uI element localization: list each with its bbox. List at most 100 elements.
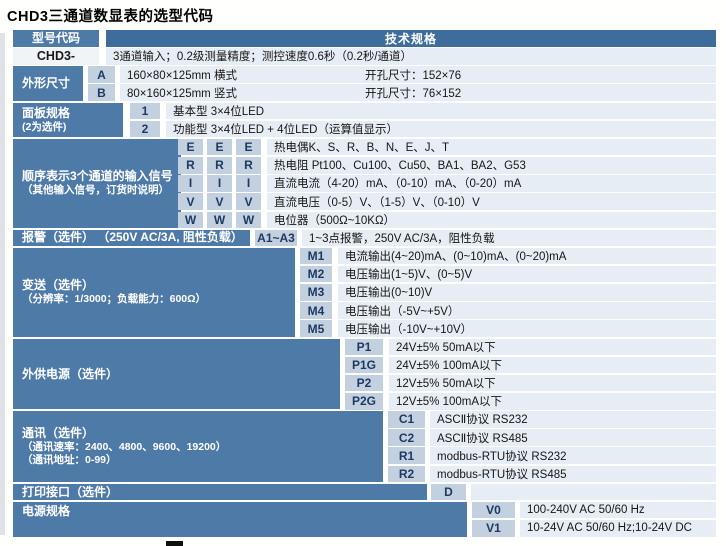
code-cell: W xyxy=(207,211,232,228)
label-power-spec: 电源规格 xyxy=(13,501,467,537)
label-input-signals-line: （其他输入信号，订货时说明） xyxy=(22,184,169,197)
label-input-signals-line: 顺序表示3个通道的输入信号 xyxy=(22,169,173,184)
code-cell: M5 xyxy=(300,320,332,337)
desc-cell: 12V±5% 100mA以下 xyxy=(389,393,716,410)
label-ext-power-line: 外供电源（选件） xyxy=(22,366,119,381)
code-cell: W xyxy=(236,211,261,228)
desc-cell: 电位器（500Ω~10KΩ） xyxy=(267,211,716,228)
label-panel-spec-line: (2为选件) xyxy=(22,120,67,133)
desc-text: modbus-RTU协议 RS485 xyxy=(437,468,567,481)
code-cell: B xyxy=(88,84,115,101)
code-cell: D xyxy=(431,483,466,501)
desc-cell: 电压输出(1~5)V、(0~5)V xyxy=(338,265,716,283)
code-cell: R2 xyxy=(388,465,425,483)
cropped-artifact-mark xyxy=(166,541,183,546)
desc-text: 热电偶K、S、R、B、N、E、J、T xyxy=(274,142,450,155)
desc-cell xyxy=(471,483,716,501)
code-cell: M1 xyxy=(300,247,332,265)
desc-text: ASCⅡ协议 RS232 xyxy=(437,414,528,427)
desc-cell: 160×80×125mm 横式 开孔尺寸：152×76 xyxy=(120,66,716,83)
desc-cell: modbus-RTU协议 RS232 xyxy=(430,447,716,464)
desc-cell: 直流电压（0-5）V、（1-5）V、（0-10）V xyxy=(267,193,716,210)
label-input-signals: 顺序表示3个通道的输入信号 （其他输入信号，订货时说明） xyxy=(13,138,181,228)
label-comm-line: （通讯速率：2400、4800、9600、19200） xyxy=(22,441,227,454)
code-cell: R1 xyxy=(388,447,425,464)
label-print-port-line: 打印接口（选件） xyxy=(22,484,119,499)
desc-text: 1~3点报警，250V AC/3A，阻性负载 xyxy=(309,232,495,245)
label-alarm: 报警（选件） （250V AC/3A, 阻性负载） xyxy=(13,229,250,247)
desc-text: 热电阻 Pt100、Cu100、Cu50、BA1、BA2、G53 xyxy=(274,160,526,173)
code-cell: W xyxy=(178,211,203,228)
code-cell: A xyxy=(88,66,115,83)
desc-cell: 3通道输入；0.2级测量精度；测控速度0.6秒（0.2秒/通道） xyxy=(106,48,716,65)
label-transmit-line: 变送（选件） xyxy=(22,278,95,293)
desc-cell: ASCⅡ协议 RS232 xyxy=(430,411,716,428)
label-ext-power: 外供电源（选件） xyxy=(13,338,340,410)
label-comm: 通讯（选件） （通讯速率：2400、4800、9600、19200） （通讯地址：0… xyxy=(13,411,383,483)
desc-text: 电压输出（-5V~+5V） xyxy=(345,305,460,318)
desc-text: 直流电流（4-20）mA、（0-10）mA、（0-20）mA xyxy=(274,178,522,191)
desc-text: 24V±5% 100mA以下 xyxy=(396,359,503,372)
desc-cell: 功能型 3×4位LED + 4位LED（运算值显示） xyxy=(166,120,716,138)
label-model-prefix: CHD3- xyxy=(13,48,99,65)
desc-text: 功能型 3×4位LED + 4位LED（运算值显示） xyxy=(173,124,398,136)
code-cell: R xyxy=(178,157,203,174)
desc-cell: 电压输出（-5V~+5V） xyxy=(338,302,716,319)
code-cell: V xyxy=(178,193,203,210)
code-cell: R xyxy=(207,157,232,174)
code-cell: M2 xyxy=(300,265,332,283)
label-alarm-line: 报警（选件） （250V AC/3A, 阻性负载） xyxy=(22,230,243,245)
page-edge-strip xyxy=(0,33,5,535)
desc-cell: 80×160×125mm 竖式 开孔尺寸：76×152 xyxy=(120,84,716,101)
desc-cell: 24V±5% 100mA以下 xyxy=(389,356,716,374)
code-cell: E xyxy=(236,138,261,156)
spec-header-bar: 技术规格 xyxy=(106,30,716,47)
code-cell: V0 xyxy=(472,501,515,519)
desc-text: modbus-RTU协议 RS232 xyxy=(437,450,567,463)
code-cell: E xyxy=(178,138,203,156)
desc-cell: 电压输出(0~10)V xyxy=(338,284,716,301)
desc-text: 电压输出(1~5)V、(0~5)V xyxy=(345,269,473,282)
code-cell: P2 xyxy=(345,374,383,392)
desc-cell: modbus-RTU协议 RS485 xyxy=(430,465,716,483)
desc-cell: ASCⅡ协议 RS485 xyxy=(430,429,716,446)
desc-text: 160×80×125mm 横式 xyxy=(127,69,237,82)
desc-secondary-text: 开孔尺寸：152×76 xyxy=(365,69,462,82)
code-cell: 2 xyxy=(130,120,160,138)
desc-cell: 100-240V AC 50/60 Hz xyxy=(520,501,716,519)
label-dimensions-line: 外形尺寸 xyxy=(22,76,71,91)
desc-cell: 1~3点报警，250V AC/3A，阻性负载 xyxy=(302,229,716,247)
desc-cell: 基本型 3×4位LED xyxy=(166,102,716,120)
code-cell: P1G xyxy=(345,356,383,374)
code-cell: M4 xyxy=(300,302,332,319)
label-model-code-line: 型号代码 xyxy=(31,30,80,45)
desc-text: 电压输出（-10V~+10V） xyxy=(345,323,473,336)
desc-text: 80×160×125mm 竖式 xyxy=(127,87,237,100)
label-panel-spec-line: 面板规格 xyxy=(22,105,71,120)
label-transmit-line: （分辨率：1/3000；负载能力：600Ω） xyxy=(22,293,207,306)
desc-text: 直流电压（0-5）V、（1-5）V、（0-10）V xyxy=(274,196,480,209)
code-cell: A1~A3 xyxy=(255,229,297,247)
desc-text: 10-24V AC 50/60 Hz;10-24V DC xyxy=(527,522,692,535)
code-cell: V xyxy=(236,193,261,210)
label-comm-line: 通讯（选件） xyxy=(22,426,95,441)
page-title: CHD3三通道数显表的选型代码 xyxy=(7,9,214,25)
desc-text: 12V±5% 100mA以下 xyxy=(396,396,503,409)
code-cell: I xyxy=(178,175,203,192)
desc-cell: 热电偶K、S、R、B、N、E、J、T xyxy=(267,138,716,156)
label-panel-spec: 面板规格 (2为选件) xyxy=(13,102,123,138)
desc-text: 电压输出(0~10)V xyxy=(345,287,433,300)
code-cell: I xyxy=(207,175,232,192)
label-model-code: 型号代码 xyxy=(13,30,99,47)
code-cell: 1 xyxy=(130,102,160,120)
code-cell: P1 xyxy=(345,338,383,356)
desc-text: 3通道输入；0.2级测量精度；测控速度0.6秒（0.2秒/通道） xyxy=(113,51,413,64)
desc-text: 基本型 3×4位LED xyxy=(173,105,265,118)
code-cell: E xyxy=(207,138,232,156)
desc-cell: 电流输出(4~20)mA、(0~10)mA、(0~20)mA xyxy=(338,247,716,265)
desc-text: 100-240V AC 50/60 Hz xyxy=(527,504,645,517)
desc-secondary-text: 开孔尺寸：76×152 xyxy=(365,87,462,100)
desc-cell: 电压输出（-10V~+10V） xyxy=(338,320,716,337)
label-comm-line: （通讯地址：0-99） xyxy=(22,454,117,467)
